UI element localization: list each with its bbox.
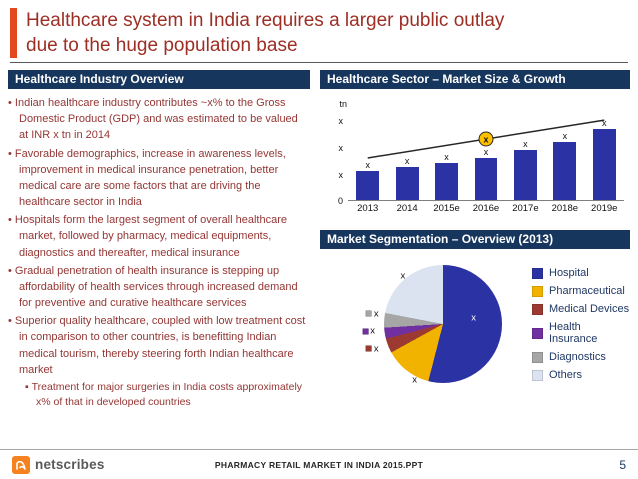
bar-chart-x-labels: 2013 2014 2015e 2016e 2017e 2018e 2019e — [348, 203, 624, 214]
netscribes-logo-icon — [12, 455, 30, 474]
legend-label: Health Insurance — [549, 321, 598, 346]
pie-data-label: x — [412, 374, 418, 386]
y-tick-label: x — [338, 142, 344, 153]
page-title-line1: Healthcare system in India requires a la… — [26, 10, 505, 31]
bullet-item: Favorable demographics, increase in awar… — [8, 146, 310, 211]
bar-column: x — [585, 113, 624, 201]
bar-chart-y-axis: tn 0 x x x — [322, 99, 348, 206]
bar-value-label: x — [404, 156, 410, 167]
sub-bullet-item: Treatment for major surgeries in India c… — [8, 380, 310, 411]
x-axis-label: 2017e — [512, 203, 539, 215]
x-axis-label: 2016e — [472, 203, 500, 215]
bullet-item: Superior quality healthcare, coupled wit… — [8, 313, 310, 378]
y-tick-label: 0 — [337, 196, 343, 207]
right-column: Healthcare Sector – Market Size & Growth… — [320, 70, 630, 411]
trend-marker: x — [478, 131, 494, 147]
legend-item: Diagnostics — [532, 351, 630, 363]
bar-column: x — [427, 113, 466, 201]
y-tick-label: x — [338, 169, 344, 180]
x-axis-label: 2019e — [591, 203, 618, 215]
netscribes-logo: netscribes — [12, 455, 105, 474]
netscribes-logo-text: netscribes — [35, 457, 105, 472]
legend-label: Others — [549, 369, 583, 382]
page-title: Healthcare system in India requires a la… — [26, 8, 504, 58]
pie-data-label: x — [362, 326, 375, 337]
bar-column: x — [506, 113, 545, 201]
legend-swatch — [532, 351, 543, 363]
bar — [435, 163, 458, 201]
title-divider — [10, 62, 628, 64]
y-tick-label: x — [338, 116, 344, 127]
x-axis-label: 2013 — [357, 203, 379, 215]
footer: netscribes PHARMACY RETAIL MARKET IN IND… — [0, 449, 638, 479]
pie-data-label: x — [365, 343, 379, 354]
slide-body: Healthcare Industry Overview Indian heal… — [0, 63, 638, 411]
pie-label-key — [365, 345, 372, 352]
pie — [384, 265, 502, 384]
segmentation-header: Market Segmentation – Overview (2013) — [320, 230, 630, 250]
left-column: Healthcare Industry Overview Indian heal… — [8, 70, 310, 411]
bullet-item: Gradual penetration of health insurance … — [8, 263, 310, 311]
bar-column: x — [348, 113, 387, 201]
bar-value-label: x — [523, 139, 528, 150]
bar — [592, 128, 616, 201]
legend-label: Medical Devices — [549, 303, 630, 316]
pie-legend: Hospital Pharmaceutical Medical Devices Hea… — [532, 265, 630, 387]
legend-item: Pharmaceutical — [532, 285, 630, 297]
pie-label-key — [365, 310, 372, 317]
pie-data-label: x — [400, 270, 406, 282]
overview-bullets: Indian healthcare industry contributes ~… — [8, 95, 310, 411]
bar — [356, 171, 380, 201]
bar — [553, 142, 577, 201]
footer-title: PHARMACY RETAIL MARKET IN INDIA 2015.PPT — [214, 459, 424, 470]
bullet-item: Indian healthcare industry contributes ~… — [8, 95, 310, 143]
x-axis-label: 2014 — [396, 203, 418, 215]
legend-swatch — [532, 327, 543, 339]
bar — [513, 150, 537, 201]
pie-data-label: x — [471, 312, 477, 324]
bar — [474, 157, 498, 201]
bar-column: x — [466, 113, 505, 201]
legend-label: Pharmaceutical — [549, 285, 625, 298]
legend-item: Others — [532, 369, 630, 381]
bar-value-label: x — [444, 152, 449, 163]
bar-value-label: x — [601, 117, 607, 128]
legend-label: Diagnostics — [549, 351, 606, 364]
legend-label: Hospital — [549, 267, 589, 280]
title-accent-bar — [10, 8, 17, 59]
legend-item: Hospital — [532, 267, 630, 279]
bar-column: x — [387, 113, 426, 201]
page-title-line2: due to the huge population base — [26, 35, 298, 57]
legend-swatch — [532, 267, 543, 279]
bar-value-label: x — [365, 160, 370, 171]
legend-item: Health Insurance — [532, 321, 630, 345]
y-axis-unit-label: tn — [339, 99, 347, 110]
legend-item: Medical Devices — [532, 303, 630, 315]
x-axis-label: 2018e — [551, 203, 579, 215]
bar-value-label: x — [483, 146, 489, 157]
legend-swatch — [532, 303, 543, 315]
title-block: Healthcare system in India requires a la… — [0, 0, 638, 60]
legend-swatch — [532, 285, 543, 297]
legend-swatch — [532, 369, 543, 381]
bullet-item: Hospitals form the largest segment of ov… — [8, 212, 310, 260]
x-axis-label: 2015e — [433, 203, 460, 215]
left-section-header: Healthcare Industry Overview — [8, 70, 310, 90]
pie-data-label: x — [365, 308, 379, 319]
bar-column: x — [545, 113, 584, 201]
page-number: 5 — [619, 457, 626, 472]
bar-value-label: x — [562, 131, 568, 142]
pie-label-key — [362, 328, 369, 335]
market-chart-header: Healthcare Sector – Market Size & Growth — [320, 70, 630, 90]
bar — [395, 167, 419, 201]
